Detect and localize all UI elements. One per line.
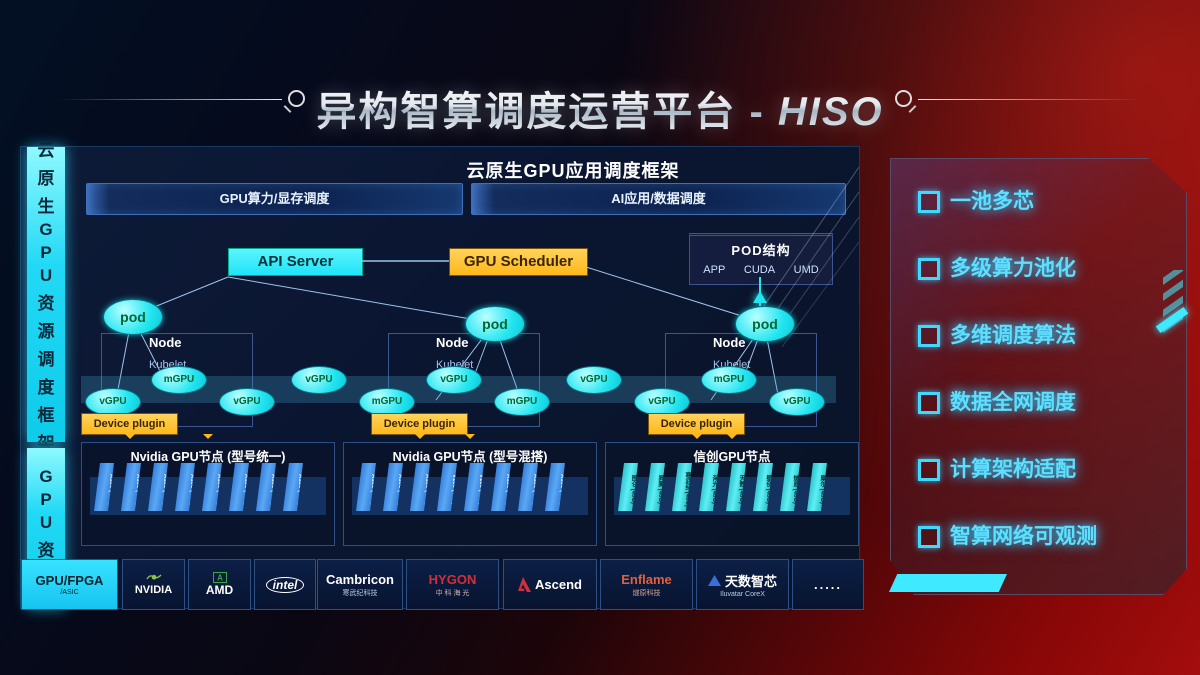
svg-text:A: A	[217, 574, 223, 583]
